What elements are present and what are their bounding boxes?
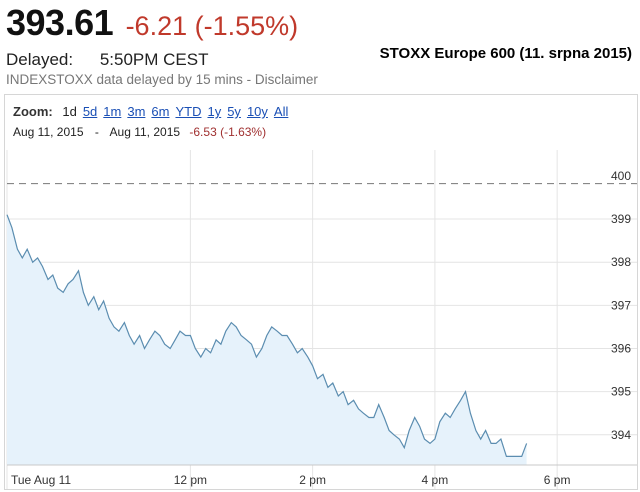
- disclaimer-text: INDEXSTOXX data delayed by 15 mins -: [6, 72, 255, 87]
- x-tick-label: 4 pm: [422, 473, 449, 487]
- image-caption: STOXX Europe 600 (11. srpna 2015): [379, 45, 632, 62]
- delayed-label: Delayed:: [6, 50, 74, 69]
- quote-header: 393.61 -6.21 (-1.55%): [6, 2, 298, 44]
- zoom-option-ytd[interactable]: YTD: [175, 104, 202, 119]
- zoom-label: Zoom:: [13, 104, 53, 119]
- zoom-option-5y[interactable]: 5y: [227, 104, 241, 119]
- range-change: -6.53 (-1.63%): [189, 125, 267, 139]
- zoom-options: 1d 5d 1m 3m 6m YTD 1y 5y 10y All: [62, 104, 294, 119]
- disclaimer-link[interactable]: Disclaimer: [254, 72, 318, 87]
- zoom-bar: Zoom: 1d 5d 1m 3m 6m YTD 1y 5y 10y All: [13, 104, 294, 119]
- x-tick-label: 2 pm: [299, 473, 326, 487]
- y-tick-label: 394: [611, 428, 631, 442]
- x-tick-label: Tue Aug 11: [11, 473, 71, 487]
- zoom-option-1y[interactable]: 1y: [207, 104, 222, 119]
- delay-status: Delayed: 5:50PM CEST: [6, 50, 209, 70]
- zoom-option-3m[interactable]: 3m: [127, 104, 146, 119]
- y-tick-label: 400: [611, 169, 631, 183]
- y-tick-label: 395: [611, 385, 631, 399]
- delayed-time: 5:50PM CEST: [99, 50, 209, 69]
- range-separator: -: [94, 125, 99, 139]
- zoom-option-1d[interactable]: 1d: [62, 104, 77, 119]
- range-to: Aug 11, 2015: [109, 125, 181, 139]
- chart-panel: Zoom: 1d 5d 1m 3m 6m YTD 1y 5y 10y All Aug 11, 20…: [4, 94, 638, 490]
- y-tick-label: 398: [611, 255, 631, 269]
- price-change: -6.21 (-1.55%): [125, 11, 299, 41]
- price-area: [7, 214, 527, 465]
- x-tick-label: 6 pm: [544, 473, 571, 487]
- zoom-option-6m[interactable]: 6m: [151, 104, 170, 119]
- zoom-option-all[interactable]: All: [273, 104, 289, 119]
- y-tick-label: 396: [611, 341, 631, 355]
- zoom-option-5d[interactable]: 5d: [82, 104, 98, 119]
- price-chart[interactable]: 394 395 396 397 398 399 400 Tue Aug 11 12 pm 2 pm…: [5, 95, 637, 489]
- price-line: [6, 214, 528, 457]
- x-tick-label: 12 pm: [174, 473, 207, 487]
- y-tick-label: 399: [611, 212, 631, 226]
- zoom-option-10y[interactable]: 10y: [246, 104, 268, 119]
- date-range: Aug 11, 2015 - Aug 11, 2015 -6.53 (-1.63…: [13, 125, 266, 139]
- y-tick-label: 397: [611, 298, 631, 312]
- data-disclaimer: INDEXSTOXX data delayed by 15 mins - Dis…: [6, 72, 318, 87]
- zoom-option-1m[interactable]: 1m: [103, 104, 122, 119]
- range-from: Aug 11, 2015: [13, 125, 84, 139]
- last-price: 393.61: [6, 2, 114, 43]
